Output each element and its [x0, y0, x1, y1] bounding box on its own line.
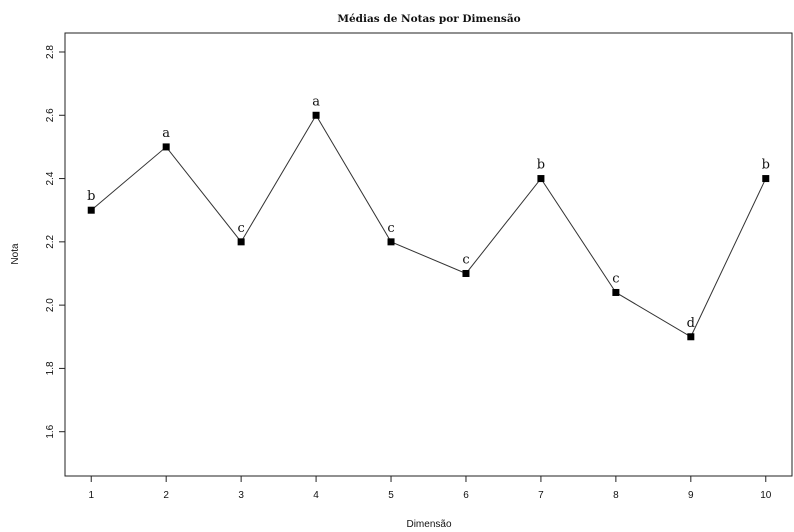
data-point — [387, 238, 395, 246]
x-tick-label: 7 — [538, 490, 544, 501]
series-markers — [87, 111, 770, 341]
point-label: c — [387, 221, 394, 236]
plot-frame — [64, 32, 793, 477]
x-tick-label: 10 — [760, 490, 772, 501]
x-tick-label: 9 — [688, 490, 694, 501]
point-labels: b a c a c c b c d b — [87, 94, 770, 331]
x-tick-label: 3 — [238, 490, 244, 501]
series-polyline — [90, 114, 767, 338]
x-tick-label: 1 — [88, 490, 94, 501]
chart-title: Médias de Notas por Dimensão — [337, 13, 520, 25]
data-point — [762, 175, 770, 183]
data-point — [537, 175, 545, 183]
point-label: c — [612, 271, 619, 286]
x-axis-title: Dimensão — [406, 519, 451, 530]
point-label: b — [87, 189, 95, 204]
data-point — [312, 111, 320, 119]
y-tick-label: 2.0 — [45, 298, 56, 312]
point-label: d — [687, 316, 695, 331]
y-tick-label: 2.4 — [45, 171, 56, 185]
data-point — [237, 238, 245, 246]
y-axis: 1.6 1.8 2.0 2.2 2.4 2.6 2.8 — [45, 45, 65, 439]
y-tick-label: 2.8 — [45, 45, 56, 59]
y-axis-title: Nota — [10, 243, 21, 265]
point-label: c — [462, 252, 469, 267]
x-tick-label: 5 — [388, 490, 394, 501]
data-point — [162, 143, 170, 151]
point-label: b — [537, 158, 545, 173]
data-point — [87, 206, 95, 214]
x-axis: 1 2 3 4 5 6 7 8 9 10 — [88, 476, 772, 501]
y-tick-label: 2.6 — [45, 108, 56, 122]
data-point — [612, 288, 620, 296]
y-tick-label: 1.6 — [45, 424, 56, 438]
x-tick-label: 4 — [313, 490, 319, 501]
y-tick-label: 2.2 — [45, 234, 56, 248]
y-tick-label: 1.8 — [45, 361, 56, 375]
x-tick-label: 6 — [463, 490, 469, 501]
point-label: a — [312, 94, 320, 109]
point-label: b — [762, 158, 770, 173]
point-label: c — [237, 221, 244, 236]
data-point — [462, 269, 470, 277]
data-point — [687, 333, 695, 341]
x-tick-label: 8 — [613, 490, 619, 501]
point-label: a — [162, 126, 170, 141]
series-line — [90, 114, 767, 338]
x-tick-label: 2 — [163, 490, 169, 501]
